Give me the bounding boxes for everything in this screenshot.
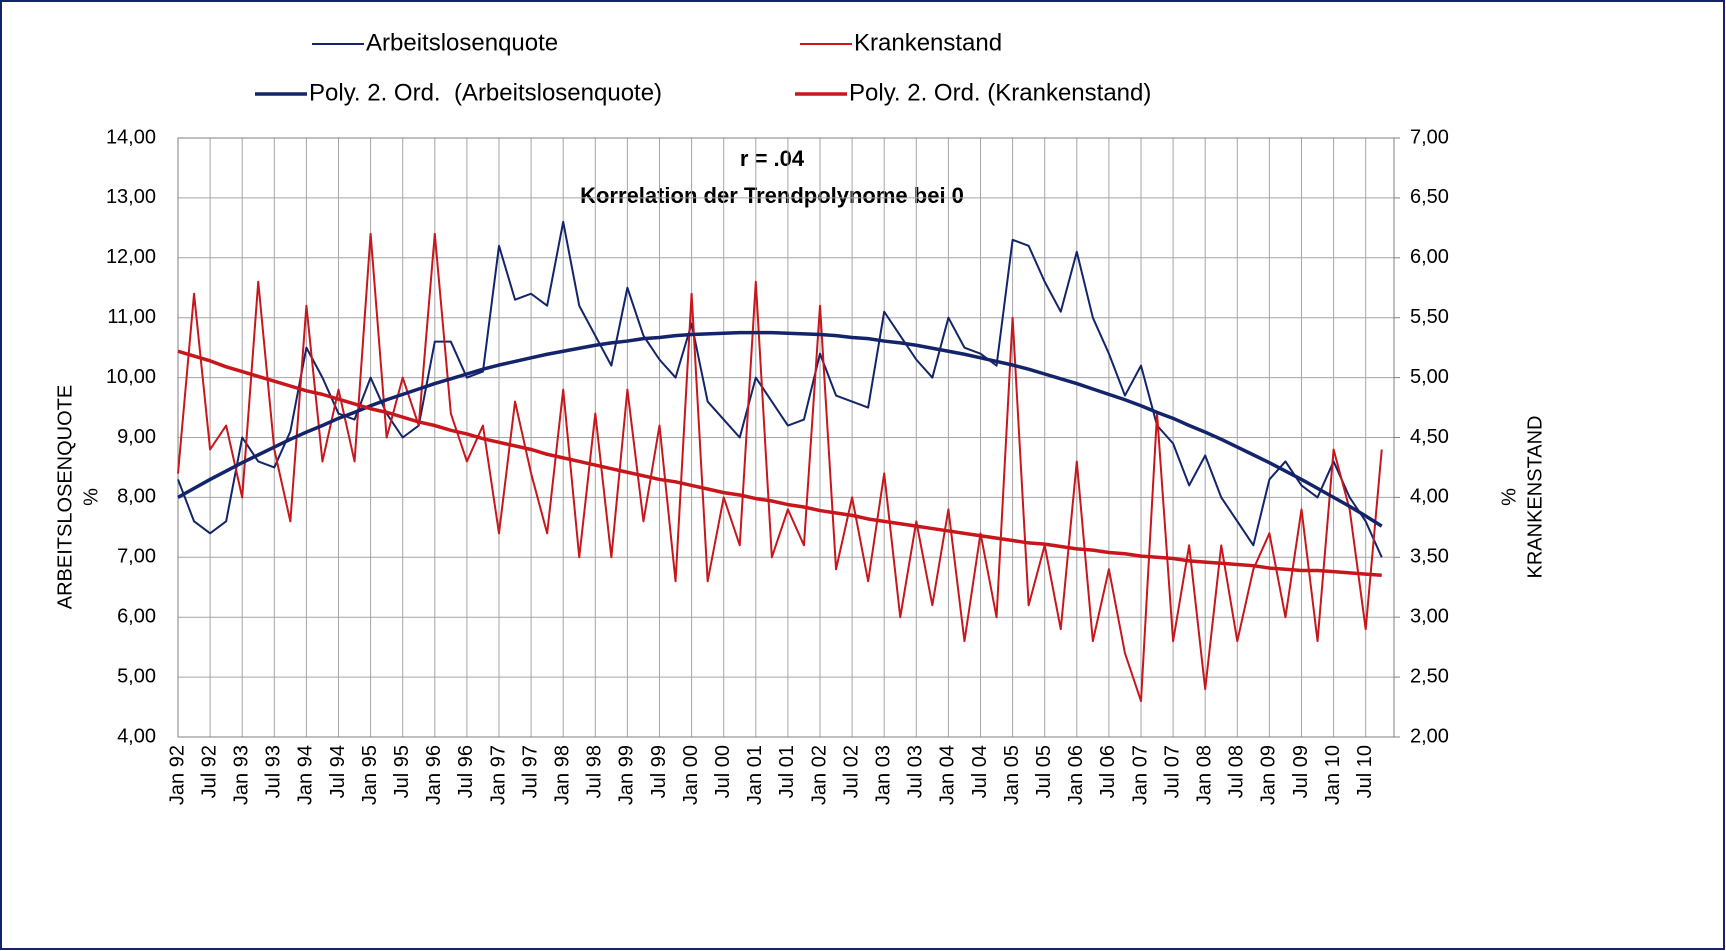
x-tick-label: Jul 05 [1033,745,1055,798]
y2-tick-label: 4,00 [1410,486,1449,508]
x-tick-label: Jan 05 [1001,745,1023,805]
data-line [177,330,1383,528]
x-tick-label: Jan 98 [551,745,573,805]
x-tick-label: Jul 08 [1226,745,1248,798]
y-tick-label: 8,00 [117,486,156,508]
x-tick-label: Jan 97 [487,745,509,805]
y-tick-label: 11,00 [107,306,156,328]
y-tick-label: 12,00 [106,246,156,268]
y-tick-label: 4,00 [117,725,156,747]
x-tick-label: Jan 09 [1258,745,1280,805]
y-axis-title: % [80,488,102,506]
y2-axis-title: KRANKENSTAND [1524,416,1546,579]
y-tick-label: 7,00 [117,546,156,568]
x-tick-label: Jan 92 [166,745,188,805]
y2-tick-label: 2,00 [1410,725,1449,747]
legend-label: Krankenstand [854,29,1002,56]
y-tick-label: 6,00 [117,605,156,627]
y-tick-label: 13,00 [106,186,156,208]
legend-label: Arbeitslosenquote [366,29,558,56]
y-tick-label: 10,00 [106,366,156,388]
y-tick-label: 9,00 [117,426,156,448]
x-tick-label: Jan 06 [1065,745,1087,805]
x-tick-label: Jan 04 [937,745,959,805]
x-tick-label: Jul 01 [776,745,798,798]
x-tick-label: Jul 94 [327,745,349,798]
legend-label: Poly. 2. Ord. (Arbeitslosenquote) [309,79,662,106]
y-tick-label: 14,00 [106,126,156,148]
x-tick-label: Jul 02 [840,745,862,798]
x-tick-label: Jan 03 [872,745,894,805]
x-tick-label: Jul 09 [1290,745,1312,798]
x-tick-label: Jan 99 [616,745,638,805]
y2-tick-label: 4,50 [1410,426,1449,448]
x-tick-label: Jul 96 [455,745,477,798]
data-line [177,232,1383,703]
x-tick-label: Jan 93 [230,745,252,805]
x-tick-label: Jul 92 [198,745,220,798]
y2-tick-label: 6,00 [1410,246,1449,268]
y2-axis-title: % [1498,488,1520,506]
x-tick-label: Jan 02 [808,745,830,805]
legend-label: Poly. 2. Ord. (Krankenstand) [849,79,1151,106]
y-tick-label: 5,00 [117,665,156,687]
y2-tick-label: 6,50 [1410,186,1449,208]
x-tick-label: Jul 98 [584,745,606,798]
x-tick-label: Jul 95 [391,745,413,798]
x-tick-label: Jul 10 [1354,745,1376,798]
x-tick-label: Jul 07 [1161,745,1183,798]
data-line [177,220,1383,558]
x-tick-label: Jan 94 [295,745,317,805]
x-tick-label: Jul 03 [905,745,927,798]
x-tick-label: Jan 08 [1193,745,1215,805]
x-tick-label: Jul 99 [648,745,670,798]
x-tick-label: Jan 95 [359,745,381,805]
x-tick-label: Jan 00 [680,745,702,805]
x-tick-label: Jul 93 [263,745,285,798]
x-tick-label: Jan 07 [1129,745,1151,805]
y2-tick-label: 5,00 [1410,366,1449,388]
chart-subtitle: Korrelation der Trendpolynome bei 0 [580,183,964,208]
y-axis-title: ARBEITSLOSENQUOTE [54,385,76,610]
x-tick-label: Jan 10 [1322,745,1344,805]
y2-tick-label: 7,00 [1410,126,1449,148]
x-tick-label: Jan 96 [423,745,445,805]
x-tick-label: Jul 97 [519,745,541,798]
y2-tick-label: 3,00 [1410,605,1449,627]
y2-tick-label: 2,50 [1410,665,1449,687]
data-line [177,349,1382,578]
x-tick-label: Jul 00 [712,745,734,798]
y2-tick-label: 3,50 [1410,546,1449,568]
chart-title: r = .04 [740,146,805,171]
x-tick-label: Jan 01 [744,745,766,805]
y2-tick-label: 5,50 [1410,306,1449,328]
x-tick-label: Jul 04 [969,745,991,798]
x-tick-label: Jul 06 [1097,745,1119,798]
plot-border [177,137,1395,738]
